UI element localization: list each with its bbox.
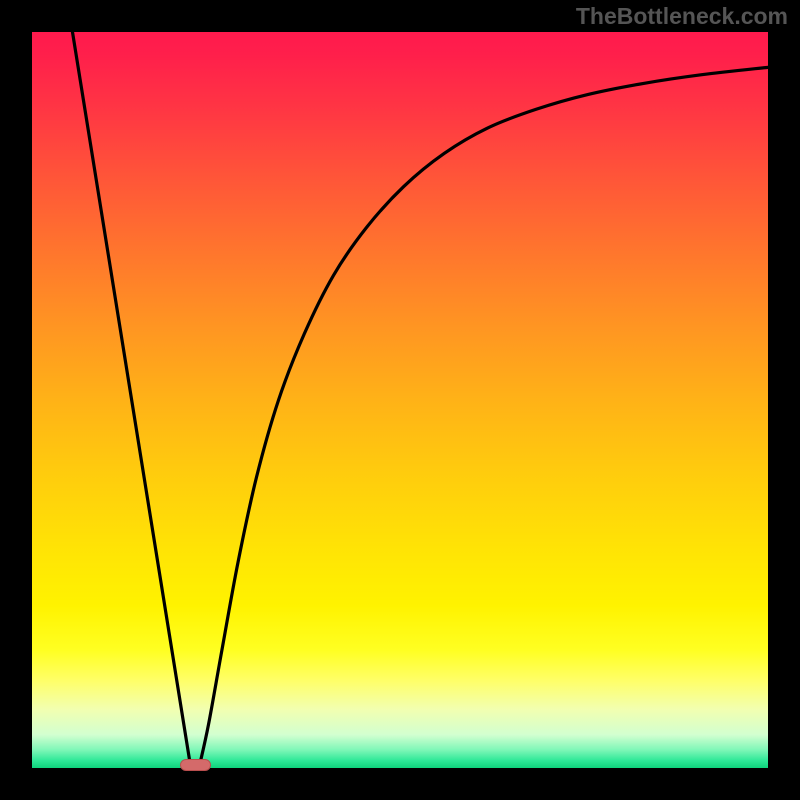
optimal-point-marker bbox=[180, 759, 211, 772]
plot-area bbox=[32, 32, 768, 768]
bottleneck-curve bbox=[32, 32, 768, 768]
chart-frame: TheBottleneck.com bbox=[0, 0, 800, 800]
watermark-text: TheBottleneck.com bbox=[576, 3, 788, 30]
